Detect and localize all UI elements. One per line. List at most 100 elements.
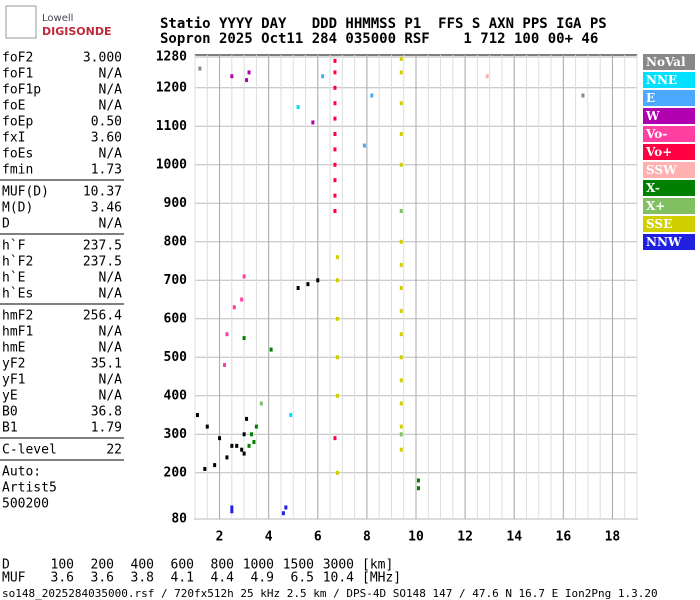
distance: 1000 — [243, 558, 274, 573]
echo-point — [581, 93, 585, 98]
param-value: 3.46 — [91, 201, 122, 216]
legend-label: SSE — [646, 217, 672, 231]
header-line: Sopron 2025 Oct11 284 035000 RSF 1 712 1… — [160, 31, 598, 47]
echo-point — [333, 85, 337, 90]
echo-point — [333, 132, 337, 136]
echo-point — [205, 424, 209, 429]
echo-point — [230, 443, 234, 448]
legend-swatch — [643, 126, 695, 142]
param-value: N/A — [99, 99, 123, 114]
legend-label: Vo+ — [645, 145, 672, 159]
footer-unit: [km] — [362, 558, 393, 573]
param-value: 35.1 — [91, 357, 122, 372]
legend-swatch — [643, 180, 695, 196]
logo-icon — [5, 5, 37, 39]
echo-point — [333, 70, 337, 75]
distance: 200 — [91, 558, 114, 573]
param-value: 3.000 — [83, 51, 122, 66]
param-value: N/A — [99, 341, 123, 356]
legend-swatch — [643, 234, 695, 250]
param-name: hmE — [2, 341, 25, 356]
echo-point — [333, 162, 337, 167]
echo-point — [311, 120, 315, 125]
echo-point — [335, 393, 339, 398]
echo-point — [242, 432, 246, 437]
footer-unit: [MHz] — [362, 571, 401, 586]
y-tick-label: 1000 — [156, 157, 187, 172]
param-value: N/A — [99, 325, 123, 340]
echo-point — [225, 332, 229, 337]
auto-text: Artist5 — [2, 481, 57, 496]
param-name: C-level — [2, 443, 57, 458]
echo-point — [284, 505, 288, 510]
param-value: N/A — [99, 67, 123, 82]
param-name: M(D) — [2, 201, 33, 216]
x-tick-label: 14 — [506, 530, 522, 545]
echo-point — [335, 470, 339, 475]
footer-label: D — [2, 558, 10, 573]
param-value: N/A — [99, 147, 123, 162]
echo-point — [399, 401, 403, 406]
param-name: MUF(D) — [2, 185, 49, 200]
echo-point — [335, 255, 339, 260]
param-name: B0 — [2, 405, 18, 420]
legend-swatch — [643, 144, 695, 160]
muf: 4.9 — [251, 571, 274, 586]
param-name: h`E — [2, 271, 25, 286]
echo-point — [245, 416, 249, 421]
echo-point — [247, 70, 251, 75]
echo-point — [362, 143, 366, 148]
muf: 3.6 — [51, 571, 74, 586]
x-tick-label: 16 — [556, 530, 572, 545]
echo-point — [198, 66, 202, 71]
echo-point — [416, 486, 420, 491]
echo-point — [296, 105, 300, 110]
param-value: 256.4 — [83, 309, 122, 324]
muf: 4.4 — [211, 571, 235, 586]
param-name: B1 — [2, 421, 18, 436]
distance: 400 — [131, 558, 154, 573]
y-tick-label: 500 — [164, 350, 188, 365]
legend-label: NoVal — [646, 55, 686, 69]
echo-point — [235, 443, 239, 448]
legend-label: X- — [646, 181, 660, 195]
echo-point — [240, 297, 244, 302]
param-value: N/A — [99, 83, 123, 98]
echo-point — [252, 440, 256, 444]
legend-label: SSW — [646, 163, 677, 177]
echo-point — [399, 162, 403, 167]
param-name: foF1 — [2, 67, 33, 82]
legend-label: E — [646, 91, 655, 105]
muf: 3.8 — [131, 571, 154, 586]
echo-point — [399, 70, 403, 75]
param-value: 237.5 — [83, 255, 122, 270]
param-value: 0.50 — [91, 115, 122, 130]
param-name: foEs — [2, 147, 33, 162]
param-value: N/A — [99, 217, 123, 232]
param-name: foF2 — [2, 51, 33, 66]
header-line: Statio YYYY DAY DDD HHMMSS P1 FFS S AXN … — [160, 16, 607, 32]
legend-label: NNW — [646, 235, 682, 249]
param-value: N/A — [99, 287, 123, 302]
echo-point — [247, 443, 251, 448]
echo-point — [333, 193, 337, 198]
distance: 3000 — [323, 558, 354, 573]
param-name: hmF1 — [2, 325, 33, 340]
echo-point — [245, 78, 249, 83]
echo-point — [399, 101, 403, 106]
param-name: foE — [2, 99, 25, 114]
echo-point — [399, 332, 403, 337]
echo-point — [225, 455, 229, 460]
echo-point — [232, 305, 236, 310]
param-name: yF2 — [2, 357, 25, 372]
echo-point — [399, 447, 403, 452]
legend-label: Vo- — [645, 127, 667, 141]
param-value: 22 — [106, 443, 122, 458]
y-tick-label: 300 — [164, 427, 188, 442]
logo-top: Lowell — [42, 13, 73, 24]
y-tick-label: 200 — [164, 465, 188, 480]
param-value: N/A — [99, 389, 123, 404]
echo-point — [306, 282, 310, 287]
echo-point — [399, 424, 403, 429]
